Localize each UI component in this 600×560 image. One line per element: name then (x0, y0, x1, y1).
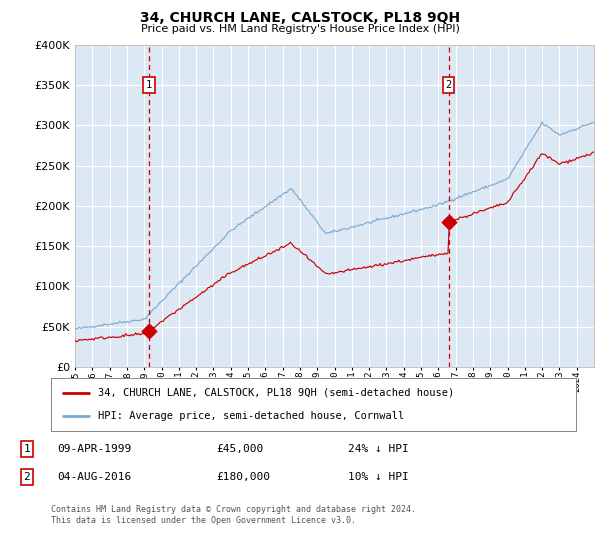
Text: 1: 1 (146, 80, 152, 90)
Text: 24% ↓ HPI: 24% ↓ HPI (348, 444, 409, 454)
Text: 04-AUG-2016: 04-AUG-2016 (57, 472, 131, 482)
Text: 34, CHURCH LANE, CALSTOCK, PL18 9QH (semi-detached house): 34, CHURCH LANE, CALSTOCK, PL18 9QH (sem… (98, 388, 455, 398)
Text: Contains HM Land Registry data © Crown copyright and database right 2024.
This d: Contains HM Land Registry data © Crown c… (51, 505, 416, 525)
Text: 09-APR-1999: 09-APR-1999 (57, 444, 131, 454)
Text: 2: 2 (23, 472, 31, 482)
Text: 10% ↓ HPI: 10% ↓ HPI (348, 472, 409, 482)
Text: £180,000: £180,000 (216, 472, 270, 482)
Point (144, 326, 154, 335)
Point (444, 217, 454, 226)
Text: HPI: Average price, semi-detached house, Cornwall: HPI: Average price, semi-detached house,… (98, 411, 404, 421)
Text: 34, CHURCH LANE, CALSTOCK, PL18 9QH: 34, CHURCH LANE, CALSTOCK, PL18 9QH (140, 11, 460, 25)
Text: 2: 2 (445, 80, 452, 90)
Text: Price paid vs. HM Land Registry's House Price Index (HPI): Price paid vs. HM Land Registry's House … (140, 24, 460, 34)
Text: 1: 1 (23, 444, 31, 454)
Text: £45,000: £45,000 (216, 444, 263, 454)
